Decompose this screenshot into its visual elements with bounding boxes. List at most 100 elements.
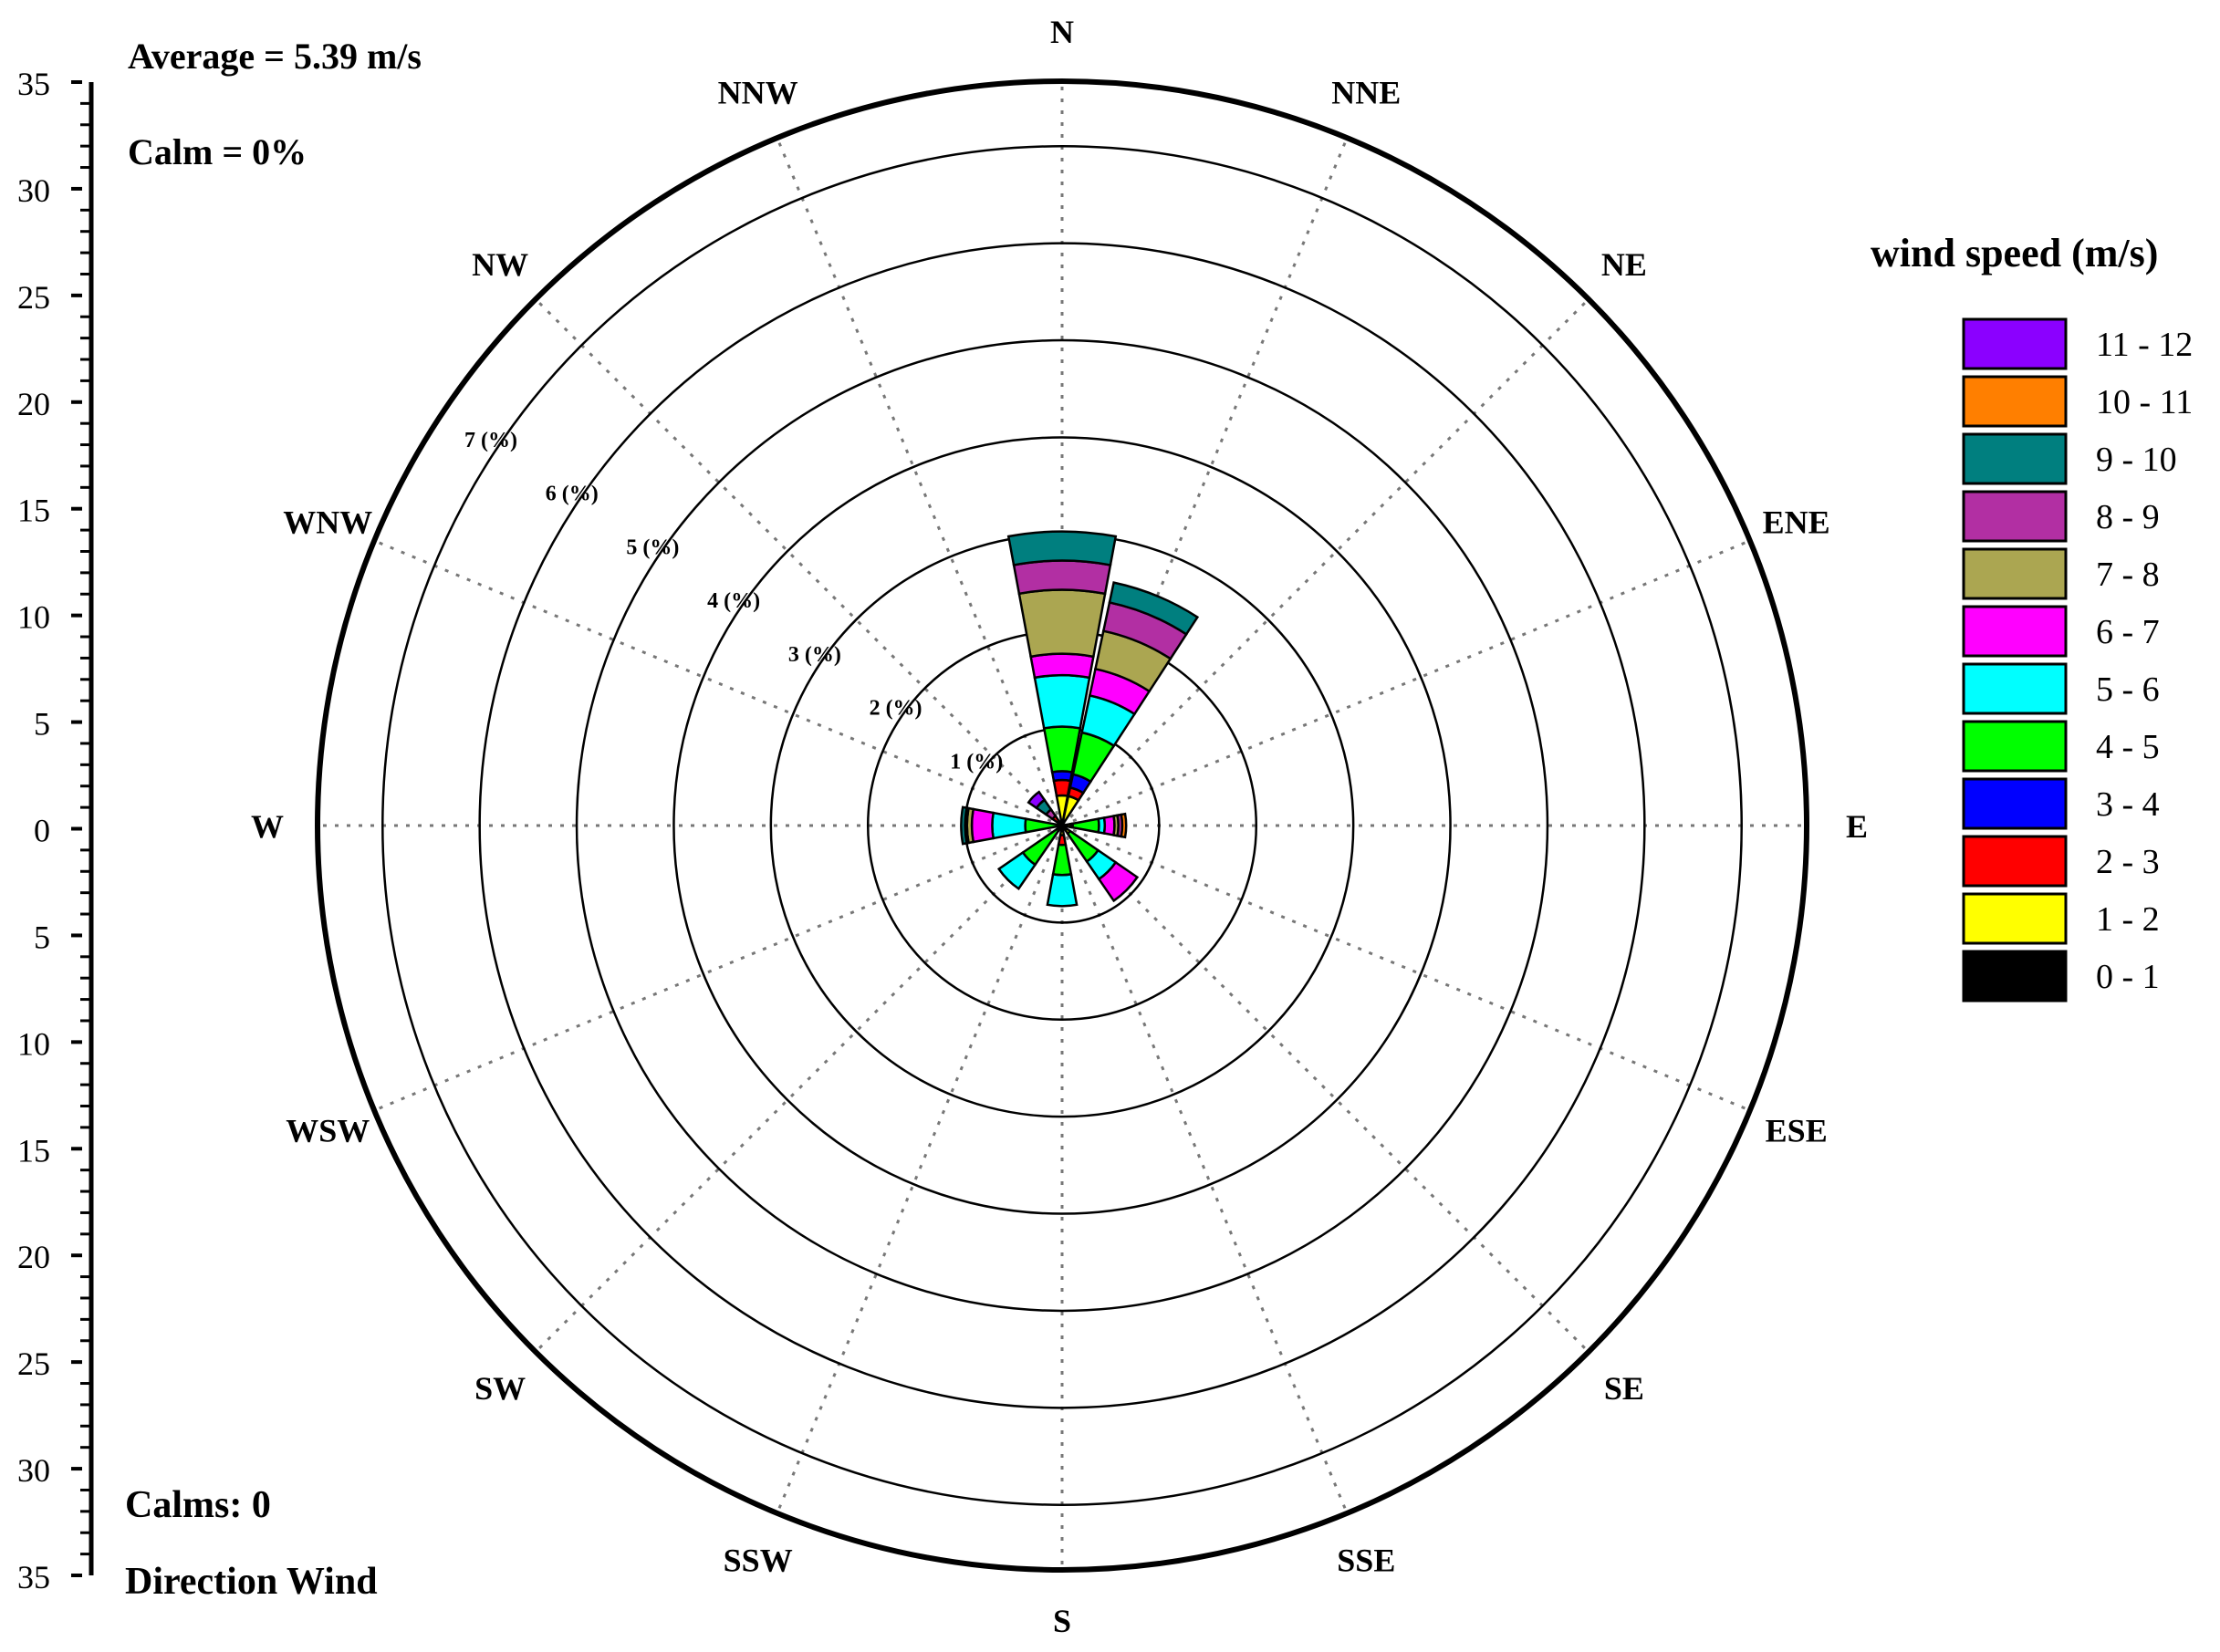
direction-wind-label: Direction Wind	[125, 1561, 378, 1603]
legend-label: 6 - 7	[2096, 613, 2160, 651]
direction-label-sw: SW	[474, 1370, 526, 1407]
spoke-wsw	[373, 824, 1063, 1112]
petal-s-bin-4-5	[1051, 843, 1073, 877]
petal-n-bin-9-10	[1006, 530, 1118, 566]
spoke-ne	[1060, 297, 1590, 827]
legend: wind speed (m/s) 11 - 12 10 - 11 9 - 10 8 -…	[1871, 231, 2193, 1003]
left-axis-tick-label: 30	[17, 1452, 50, 1489]
petal-w-bin-6-7	[970, 807, 995, 844]
spoke-nw	[534, 297, 1064, 827]
direction-label-wsw: WSW	[286, 1112, 370, 1148]
legend-label: 3 - 4	[2096, 785, 2160, 824]
direction-label-se: SE	[1604, 1370, 1644, 1407]
petal-n-bin-6-7	[1029, 652, 1095, 680]
legend-label: 11 - 12	[2096, 326, 2193, 364]
left-axis-tick-label: 15	[17, 493, 50, 529]
petal-e-bin-10-11	[1120, 812, 1128, 839]
calm-label: Calm = 0%	[128, 131, 307, 172]
legend-swatch	[1962, 835, 2068, 888]
direction-label-n: N	[1050, 14, 1074, 50]
outer-ring	[315, 78, 1809, 1573]
left-axis-tick-label: 25	[17, 1345, 50, 1382]
ring-4-percent	[672, 436, 1452, 1215]
spoke-sse	[1060, 825, 1349, 1514]
direction-label-ne: NE	[1601, 246, 1647, 283]
average-label: Average = 5.39 m/s	[128, 36, 422, 77]
petal-n-bin-5-6	[1033, 673, 1091, 730]
ring-labels: 1 (%) 2 (%) 3 (%) 4 (%) 5 (%) 6 (%) 7 (%)	[464, 429, 1003, 774]
left-axis: 35 30 25 20 15 10 5 0 5 10 15 20 25 30 35	[17, 66, 94, 1595]
direction-label-w: W	[251, 808, 284, 845]
legend-swatch	[1962, 605, 2068, 658]
spoke-nnw	[776, 137, 1064, 826]
direction-label-sse: SSE	[1337, 1543, 1395, 1579]
left-axis-tick-label: 0	[34, 813, 50, 849]
petal-w-bin-5-6	[991, 811, 1027, 840]
left-axis-tick-label: 35	[17, 66, 50, 102]
left-axis-tick-label: 20	[17, 1239, 50, 1275]
petal-w-bin-9-10	[960, 805, 968, 846]
petal-s-bin-5-6	[1046, 872, 1079, 908]
ring-label: 6 (%)	[546, 483, 599, 506]
direction-label-nne: NNE	[1331, 74, 1401, 110]
legend-swatch	[1962, 317, 2068, 370]
left-axis-tick-label: 5	[34, 919, 50, 955]
ring-5-percent	[575, 338, 1549, 1313]
legend-label: 0 - 1	[2096, 958, 2160, 996]
petal-sw-bin-5-6	[996, 850, 1037, 891]
direction-label-wnw: WNW	[283, 504, 372, 541]
petal-nw-bin-11-12	[1027, 790, 1047, 810]
direction-label-ene: ENE	[1763, 504, 1830, 541]
petal-s-bin-2-3	[1057, 834, 1068, 847]
spoke-sw	[534, 824, 1064, 1354]
legend-swatch	[1962, 720, 2068, 773]
ring-label: 4 (%)	[707, 589, 760, 613]
petal-n-bin-7-8	[1017, 588, 1107, 659]
spoke-ssw	[776, 825, 1064, 1514]
legend-label: 8 - 9	[2096, 498, 2160, 536]
legend-label: 1 - 2	[2096, 900, 2160, 939]
spoke-se	[1060, 824, 1590, 1354]
spoke-ene	[1061, 539, 1751, 827]
left-axis-tick-label: 20	[17, 386, 50, 422]
legend-swatch	[1962, 662, 2068, 715]
legend-title: wind speed (m/s)	[1871, 231, 2158, 275]
wind-petals	[960, 530, 1200, 908]
legend-label: 5 - 6	[2096, 670, 2160, 709]
legend-items: 11 - 12 10 - 11 9 - 10 8 - 9 7 - 8 6 - 7 5 - 6…	[1962, 317, 2193, 1003]
direction-label-ese: ESE	[1766, 1112, 1828, 1148]
legend-swatch	[1962, 490, 2068, 543]
legend-label: 4 - 5	[2096, 728, 2160, 766]
legend-label: 10 - 11	[2096, 383, 2193, 421]
left-axis-tick-label: 15	[17, 1132, 50, 1169]
calms-count-label: Calms: 0	[125, 1484, 271, 1526]
ring-label: 2 (%)	[870, 697, 922, 721]
petal-se-bin-6-7	[1097, 860, 1140, 903]
direction-labels: N NNE NE ENE E ESE SE SSE S SSW SW WSW W WNW NW NNW	[251, 14, 1868, 1639]
legend-swatch	[1962, 375, 2068, 428]
legend-label: 9 - 10	[2096, 441, 2177, 479]
ring-6-percent	[478, 242, 1646, 1409]
petal-n-bin-8-9	[1012, 559, 1112, 596]
left-axis-tick-label: 10	[17, 1025, 50, 1062]
left-axis-ticks: 35 30 25 20 15 10 5 0 5 10 15 20 25 30 35	[17, 66, 91, 1595]
spoke-nne	[1060, 137, 1349, 826]
legend-label: 2 - 3	[2096, 843, 2160, 881]
percent-rings	[381, 145, 1743, 1506]
direction-label-nnw: NNW	[718, 74, 798, 110]
left-axis-tick-label: 30	[17, 172, 50, 209]
left-axis-tick-label: 25	[17, 279, 50, 316]
spoke-wnw	[373, 539, 1063, 827]
legend-swatch	[1962, 950, 2068, 1003]
ring-7-percent	[381, 145, 1743, 1506]
legend-swatch	[1962, 892, 2068, 945]
legend-swatch	[1962, 432, 2068, 485]
direction-label-s: S	[1053, 1603, 1071, 1639]
petal-nne-bin-9-10	[1108, 581, 1200, 637]
left-axis-tick-label: 35	[17, 1559, 50, 1595]
direction-spokes	[318, 81, 1807, 1570]
spoke-ese	[1061, 824, 1751, 1112]
legend-swatch	[1962, 777, 2068, 830]
direction-label-nw: NW	[472, 246, 528, 283]
